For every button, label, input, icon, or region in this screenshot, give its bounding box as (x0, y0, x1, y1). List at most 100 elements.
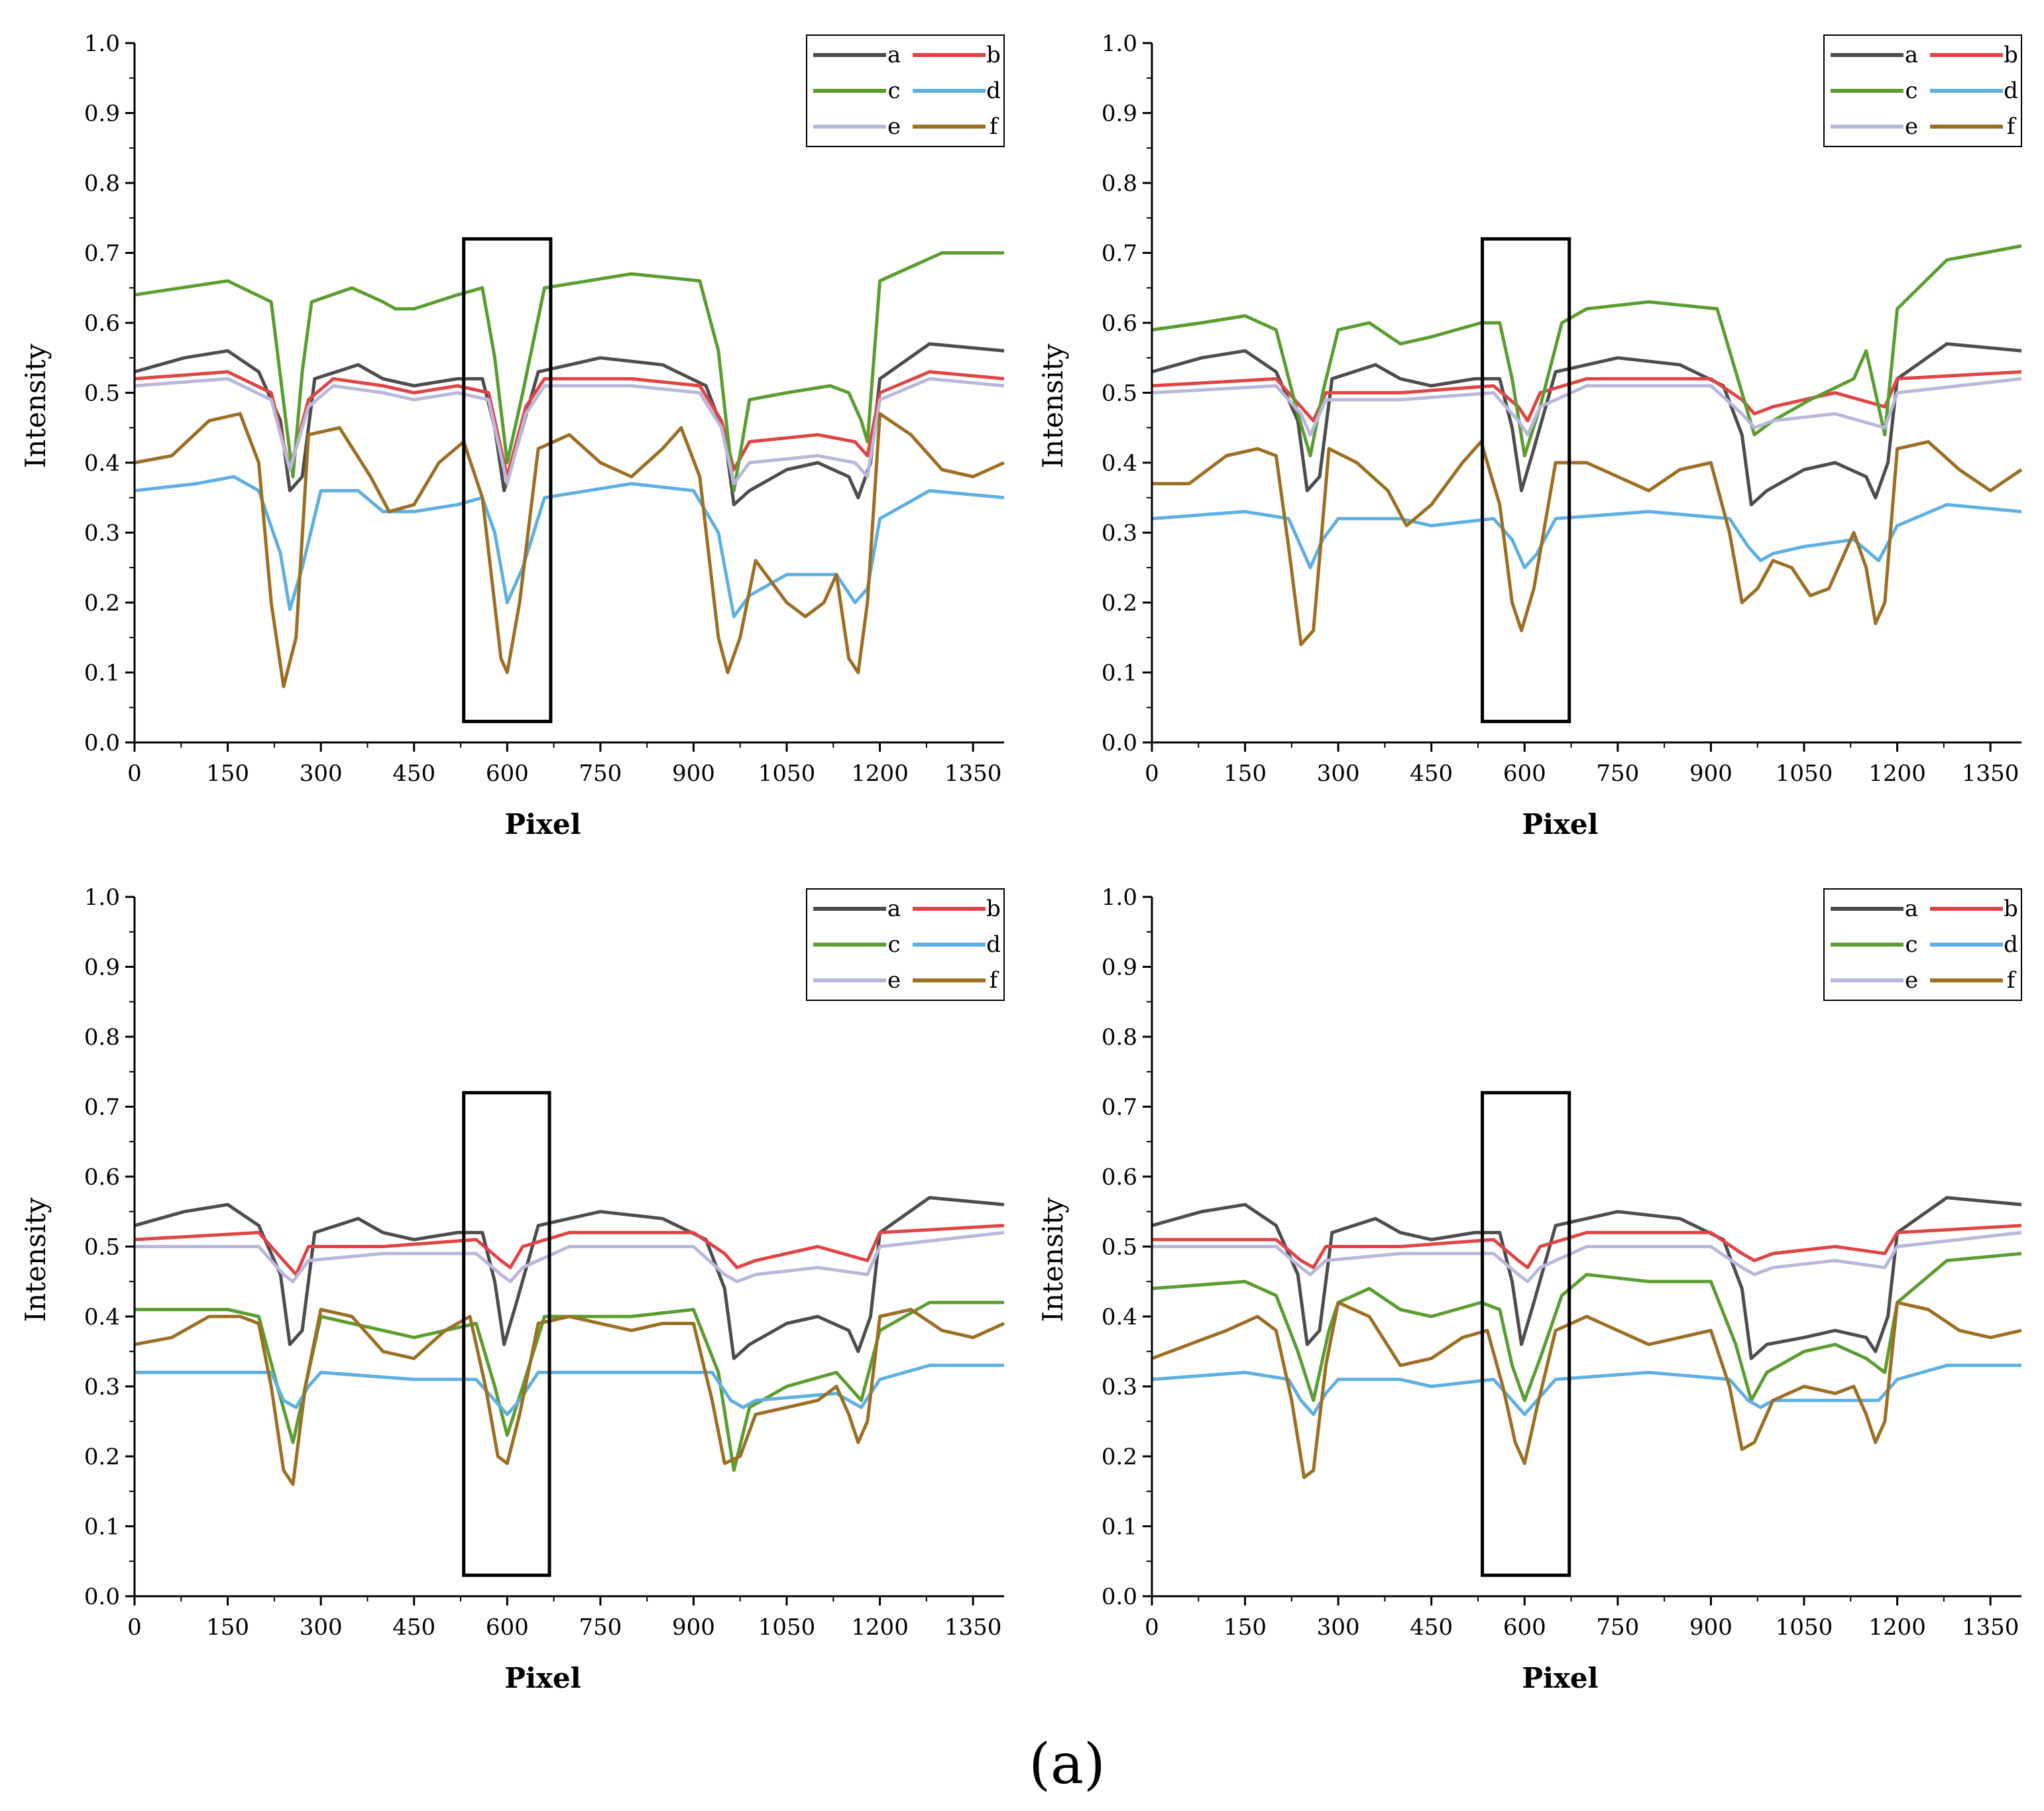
chart-3-y-tick-label: 1.0 (1102, 884, 1137, 911)
chart-2-y-tick-label: 0.2 (84, 1444, 120, 1470)
panel-top-left: 0.0 0.1 0.2 0.3 0.4 0.5 0.6 0.7 0.8 0.9 1.0 0 150 300… (19, 30, 1005, 841)
chart-0-y-tick-label: 0.1 (84, 660, 120, 687)
chart-3-legend-label-a: a (1905, 896, 1918, 922)
chart-0-y-tick-label: 0.7 (84, 241, 120, 267)
chart-3-y-tick-label: 0.2 (1102, 1444, 1137, 1470)
chart-1-y-tick-label: 0.3 (1102, 520, 1137, 547)
chart-2-y-tick-label: 0.0 (84, 1584, 120, 1610)
chart-3-x-tick-label: 1350 (1962, 1614, 2019, 1641)
chart-3-y-tick-label: 0.3 (1102, 1374, 1137, 1401)
chart-3-y-tick-label: 0.7 (1102, 1094, 1137, 1121)
chart-0-y-axis-title: Intensity (19, 343, 52, 468)
chart-1-x-tick-label: 450 (1410, 760, 1453, 787)
chart-3-x-tick-label: 750 (1596, 1614, 1639, 1641)
chart-1-series-f-line (1152, 439, 2023, 646)
chart-2-y-tick-label: 0.9 (84, 955, 120, 981)
chart-0-x-tick-label: 750 (579, 760, 622, 787)
chart-3-x-tick-label: 150 (1223, 1614, 1267, 1641)
chart-3-x-tick-label: 1200 (1868, 1614, 1926, 1641)
chart-2-y-tick-label: 0.1 (84, 1514, 120, 1541)
chart-1-legend: a b c d e f (1823, 34, 2022, 147)
chart-0-y-tick-label: 0.0 (84, 730, 120, 756)
chart-3-series-d-line (1151, 1364, 2021, 1417)
chart-2-x-tick-label: 1050 (758, 1614, 816, 1641)
chart-1-y-tick-label: 0.1 (1102, 660, 1137, 687)
chart-0-legend-label-c: c (887, 78, 900, 104)
chart-1-y-tick-label: 0.4 (1102, 450, 1137, 477)
chart-2-x-tick-label: 1350 (944, 1614, 1002, 1641)
chart-1-legend-label-f: f (2007, 113, 2017, 140)
chart-1-annotation-box (1481, 237, 1571, 723)
chart-2-legend-label-e: e (887, 967, 901, 994)
chart-3-legend-label-e: e (1905, 967, 1918, 994)
chart-2-y-tick-label: 0.8 (84, 1024, 120, 1051)
chart-0-x-tick-label: 900 (672, 760, 715, 787)
chart-2-x-axis-title: Pixel (504, 1662, 581, 1694)
chart-3-legend-label-f: f (2007, 967, 2017, 994)
chart-2-x-tick-label: 0 (127, 1614, 142, 1641)
chart-1-y-tick-label: 1.0 (1102, 30, 1137, 57)
chart-2-series-c-line (135, 1301, 1004, 1472)
chart-1-y-tick-label: 0.6 (1102, 310, 1137, 337)
chart-2-x-tick-label: 1200 (851, 1614, 909, 1641)
chart-0-annotation-box (462, 237, 553, 723)
chart-3-y-axis-title: Intensity (1037, 1197, 1069, 1322)
chart-2-series-d-line (135, 1364, 1004, 1417)
chart-1-x-tick-label: 150 (1223, 760, 1267, 787)
panel-top-right: 0.0 0.1 0.2 0.3 0.4 0.5 0.6 0.7 0.8 0.9 1.0 0 150 300… (1037, 30, 2023, 841)
chart-0-legend: a b c d e f (806, 34, 1005, 147)
chart-2-x-tick-label: 750 (579, 1614, 622, 1641)
chart-1-x-axis-title: Pixel (1522, 808, 1598, 841)
chart-0-legend-label-b: b (986, 42, 1001, 68)
chart-3-annotation-box (1481, 1090, 1571, 1577)
chart-0-legend-label-d: d (986, 78, 1001, 104)
chart-2-legend: a b c d e f (806, 888, 1005, 1001)
chart-2-y-axis-title: Intensity (19, 1197, 52, 1322)
chart-2-y-tick-label: 0.3 (84, 1374, 120, 1401)
chart-0-x-tick-label: 300 (300, 760, 343, 787)
chart-1-x-tick-label: 750 (1596, 760, 1639, 787)
panel-bottom-right: 0.0 0.1 0.2 0.3 0.4 0.5 0.6 0.7 0.8 0.9 1.0 0 150 300… (1037, 884, 2022, 1694)
chart-1-y-axis-title: Intensity (1037, 343, 1069, 468)
chart-0-x-tick-label: 1050 (758, 760, 816, 787)
chart-3-x-tick-label: 0 (1145, 1614, 1159, 1641)
figure-caption: (a) (1029, 1731, 1106, 1796)
chart-3-x-tick-label: 900 (1689, 1614, 1732, 1641)
chart-3-y-tick-label: 0.8 (1102, 1024, 1137, 1051)
chart-0-x-axis-title: Pixel (504, 808, 581, 841)
chart-3-legend-label-c: c (1905, 931, 1917, 958)
chart-3-y-tick-label: 0.4 (1102, 1304, 1137, 1330)
chart-0-x-tick-label: 1350 (944, 760, 1002, 787)
chart-1-y-tick-label: 0.7 (1102, 241, 1137, 267)
chart-0-legend-label-e: e (887, 113, 901, 140)
chart-3-legend: a b c d e f (1823, 888, 2022, 1001)
chart-1-legend-label-b: b (2004, 42, 2018, 68)
chart-1-x-tick-label: 1350 (1962, 760, 2019, 787)
chart-1-legend-label-d: d (2004, 78, 2018, 104)
chart-2-y-tick-label: 1.0 (84, 884, 120, 911)
chart-0-x-tick-label: 600 (486, 760, 529, 787)
chart-1-y-tick-label: 0.5 (1102, 380, 1137, 407)
chart-1-series-e-line (1151, 377, 2022, 437)
chart-1-legend-label-c: c (1905, 78, 1917, 104)
chart-3-series-f-line (1151, 1301, 2022, 1480)
chart-0-series-e-line (134, 377, 1005, 486)
chart-2-x-tick-label: 150 (206, 1614, 249, 1641)
chart-3-y-tick-label: 0.1 (1102, 1514, 1137, 1541)
panel-bottom-left: 0.0 0.1 0.2 0.3 0.4 0.5 0.6 0.7 0.8 0.9 1.0 0 150 300… (19, 884, 1005, 1694)
chart-3-x-tick-label: 1050 (1776, 1614, 1833, 1641)
chart-1-x-tick-label: 600 (1503, 760, 1546, 787)
chart-3-x-tick-label: 600 (1503, 1614, 1546, 1641)
chart-3-series-e-line (1152, 1230, 2022, 1283)
chart-1-series-d-line (1151, 502, 2022, 569)
chart-3-y-tick-label: 0.0 (1102, 1584, 1137, 1610)
chart-2-x-tick-label: 450 (392, 1614, 435, 1641)
chart-3-y-tick-label: 0.5 (1102, 1234, 1137, 1261)
chart-2-series-f-line (134, 1308, 1005, 1486)
chart-3-y-tick-label: 0.9 (1102, 955, 1137, 981)
chart-2-series-a-line (134, 1196, 1005, 1360)
chart-2-y-tick-label: 0.6 (84, 1164, 120, 1191)
chart-1-legend-label-a: a (1905, 42, 1918, 68)
chart-2-annotation-box (462, 1090, 551, 1577)
